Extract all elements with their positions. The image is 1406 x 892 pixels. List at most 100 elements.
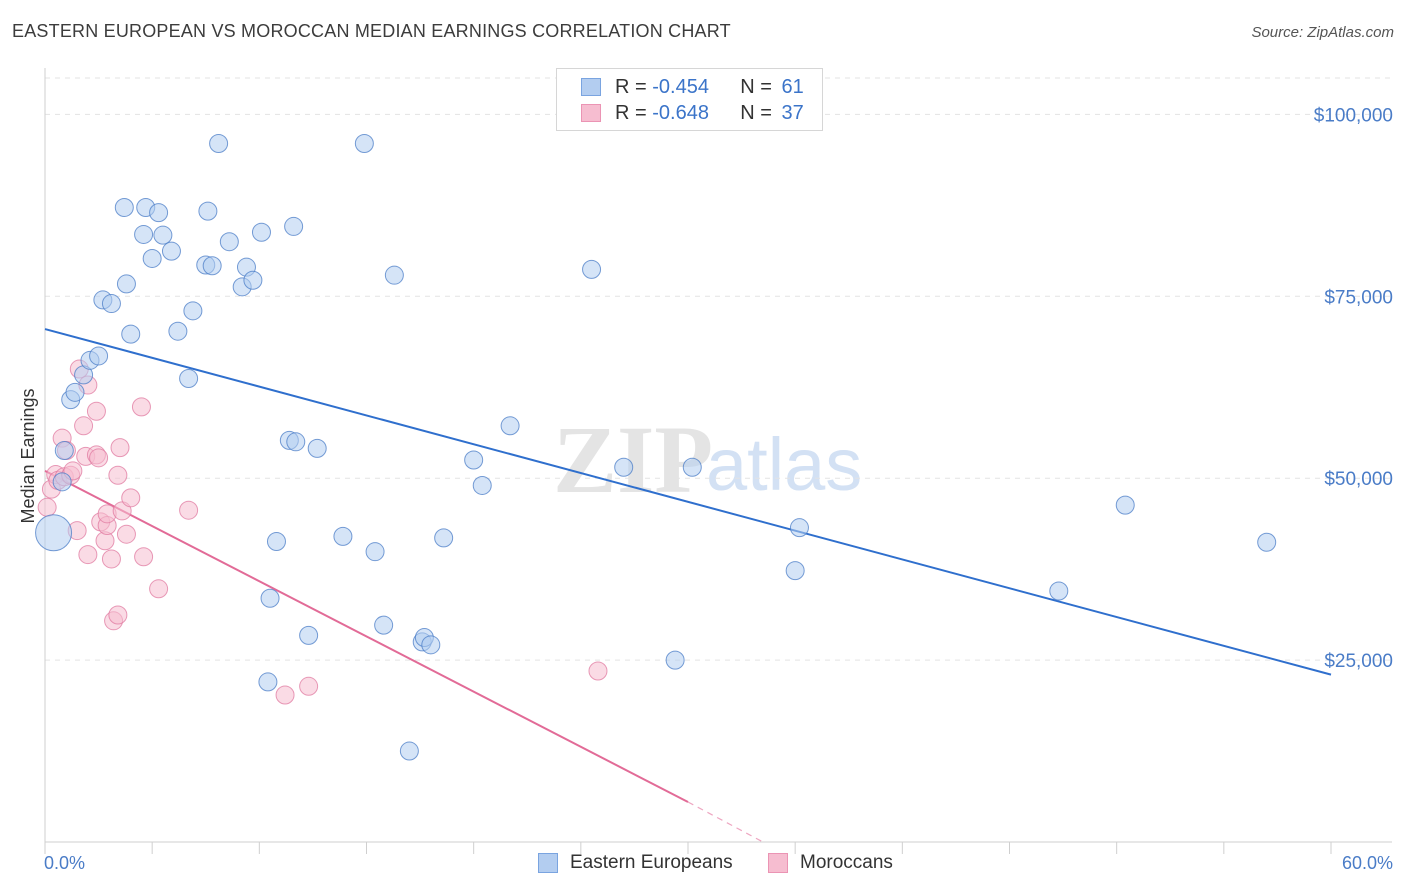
watermark-zip: ZIP — [553, 406, 713, 513]
moroccan-point — [131, 397, 151, 417]
legend-n-value: 37 — [781, 101, 804, 124]
legend-row-moroccans: R = -0.648 N = 37 — [581, 100, 804, 126]
eastern-european-point — [116, 274, 136, 294]
moroccan-point — [89, 448, 109, 468]
moroccan-point — [588, 661, 608, 681]
series-legend-label: Moroccans — [800, 852, 893, 873]
moroccan-point — [112, 501, 132, 521]
y-tick-labels: $25,000 $50,000 $75,000 $100,000 — [1314, 105, 1393, 672]
eastern-european-point — [614, 457, 634, 477]
moroccan-trend-extension — [687, 801, 764, 843]
legend-row-eastern-europeans: R = -0.454 N = 61 — [581, 74, 804, 100]
moroccan-point — [134, 547, 154, 567]
eastern-european-point — [399, 741, 419, 761]
trend-lines — [44, 328, 1332, 843]
eastern-european-point — [258, 672, 278, 692]
legend-n-label: N = — [740, 75, 778, 98]
moroccan-point — [149, 579, 169, 599]
eastern-european-point — [1257, 532, 1277, 552]
eastern-european-point — [384, 265, 404, 285]
eastern-european-point — [134, 224, 154, 244]
correlation-legend: R = -0.454 N = 61 R = -0.648 N = 37 — [556, 68, 823, 131]
moroccan-point — [74, 416, 94, 436]
x-ticks — [44, 842, 1332, 854]
moroccan-point — [179, 500, 199, 520]
eastern-european-point — [582, 259, 602, 279]
moroccan-trend-line — [44, 470, 689, 803]
eastern-european-point — [299, 625, 319, 645]
eastern-european-point — [65, 382, 85, 402]
series-swatch-pink — [768, 853, 788, 873]
moroccan-point — [101, 549, 121, 569]
eastern-european-point — [114, 198, 134, 218]
gridlines — [45, 77, 1392, 661]
eastern-european-point — [785, 561, 805, 581]
eastern-european-point — [434, 528, 454, 548]
eastern-european-point — [260, 588, 280, 608]
moroccan-point — [78, 545, 98, 565]
y-tick-label: $25,000 — [1324, 651, 1393, 672]
moroccan-point — [110, 438, 130, 458]
eastern-european-point — [153, 225, 173, 245]
x-tick-label-max: 60.0% — [1342, 853, 1393, 873]
legend-n-value: 61 — [781, 75, 804, 98]
eastern-european-point — [789, 518, 809, 538]
eastern-european-point — [198, 201, 218, 221]
legend-r-value: -0.454 — [652, 75, 709, 98]
legend-n-label: N = — [740, 101, 778, 124]
y-tick-label: $75,000 — [1324, 287, 1393, 308]
eastern-european-point — [89, 346, 109, 366]
series-legend: Eastern Europeans Moroccans — [0, 852, 1406, 878]
eastern-european-point — [284, 216, 304, 236]
source-label: Source: ZipAtlas.com — [1251, 24, 1394, 41]
eastern-european-point — [500, 416, 520, 436]
eastern-european-point — [168, 321, 188, 341]
eastern-european-point — [464, 450, 484, 470]
eastern-european-point — [35, 514, 73, 552]
moroccan-point — [121, 488, 141, 508]
eastern-european-point — [161, 241, 181, 261]
eastern-european-point — [202, 256, 222, 276]
eastern-european-point — [183, 301, 203, 321]
eastern-european-point — [1115, 495, 1135, 515]
y-axis-label: Median Earnings — [18, 388, 38, 523]
series-legend-eastern-europeans: Eastern Europeans — [538, 852, 733, 874]
eastern-european-point — [179, 369, 199, 389]
moroccan-point — [86, 401, 106, 421]
eastern-european-trend-line — [44, 328, 1332, 676]
eastern-european-point — [52, 472, 72, 492]
data-points — [35, 133, 1277, 761]
moroccan-point — [275, 685, 295, 705]
eastern-european-point — [682, 457, 702, 477]
eastern-european-point — [421, 635, 441, 655]
legend-swatch-pink — [581, 104, 601, 122]
eastern-european-point — [286, 432, 306, 452]
eastern-european-point — [54, 441, 74, 461]
eastern-european-point — [354, 133, 374, 153]
eastern-european-point — [251, 222, 271, 242]
eastern-european-point — [101, 294, 121, 314]
eastern-european-point — [219, 232, 239, 252]
eastern-european-point — [121, 324, 141, 344]
moroccan-point — [116, 524, 136, 544]
eastern-european-point — [243, 270, 263, 290]
moroccan-point — [299, 676, 319, 696]
eastern-european-point — [209, 133, 229, 153]
axes — [44, 68, 1392, 843]
eastern-european-point — [472, 475, 492, 495]
legend-r-label: R = — [615, 101, 653, 124]
series-swatch-blue — [538, 853, 558, 873]
series-legend-label: Eastern Europeans — [570, 852, 733, 873]
y-tick-label: $50,000 — [1324, 469, 1393, 490]
chart-title: EASTERN EUROPEAN VS MOROCCAN MEDIAN EARN… — [12, 21, 731, 41]
eastern-european-point — [333, 526, 353, 546]
moroccan-point — [108, 605, 128, 625]
eastern-european-point — [1049, 581, 1069, 601]
x-tick-label-min: 0.0% — [44, 853, 85, 873]
watermark-atlas: atlas — [706, 423, 862, 506]
eastern-european-point — [374, 615, 394, 635]
moroccan-point — [37, 497, 57, 517]
legend-r-label: R = — [615, 75, 653, 98]
eastern-european-point — [365, 542, 385, 562]
